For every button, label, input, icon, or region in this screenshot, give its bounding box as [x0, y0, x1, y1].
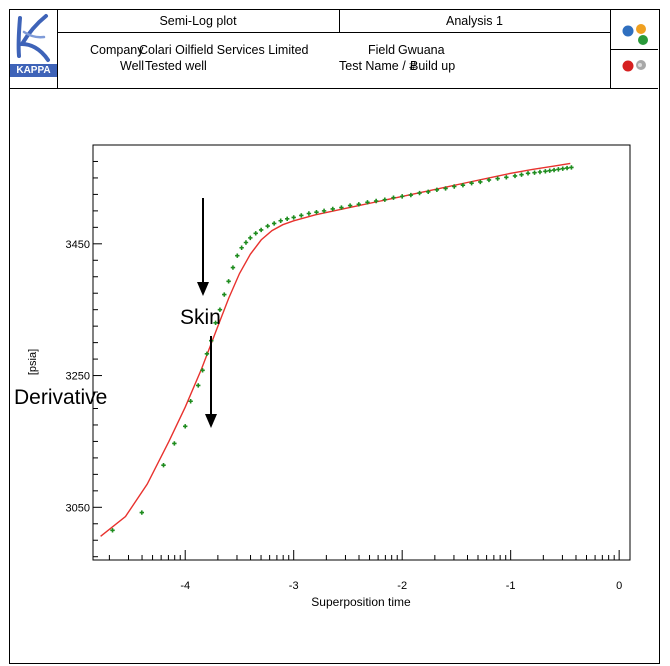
- x-tick-label: -1: [506, 580, 516, 592]
- data-point: [443, 186, 448, 191]
- x-axis-ticks: -4 -3 -2 -1 0: [108, 550, 622, 592]
- x-axis-label: Superposition time: [311, 595, 411, 609]
- model-line: [100, 162, 571, 537]
- data-point: [537, 169, 543, 175]
- data-point: [161, 462, 166, 468]
- test-value: Build up: [410, 59, 456, 73]
- data-point: [200, 368, 205, 373]
- model-line-series: [100, 162, 571, 537]
- y-axis-label: [psia]: [27, 349, 39, 375]
- data-point: [188, 399, 193, 404]
- data-point: [452, 184, 457, 189]
- data-point: [235, 253, 240, 258]
- data-point: [278, 218, 283, 223]
- data-point: [339, 205, 344, 210]
- data-point: [265, 223, 270, 229]
- analysis-name: Analysis 1: [446, 14, 503, 28]
- kappa-logo-icon: [16, 14, 50, 62]
- data-point: [551, 167, 557, 173]
- data-point: [253, 231, 258, 236]
- data-point: [556, 167, 561, 172]
- data-point: [504, 175, 509, 180]
- annotation-derivative: Derivative: [14, 386, 108, 409]
- data-point-series: [110, 165, 574, 533]
- data-point: [486, 177, 492, 183]
- data-point: [284, 216, 290, 221]
- data-point: [391, 195, 396, 200]
- field-value: Gwuana: [398, 43, 445, 57]
- data-point: [408, 192, 414, 198]
- data-point: [299, 213, 304, 218]
- data-point: [417, 190, 422, 196]
- data-point: [226, 279, 231, 284]
- data-point: [525, 171, 531, 176]
- data-point: [373, 198, 379, 204]
- data-point: [426, 189, 431, 194]
- data-point: [399, 194, 405, 199]
- annotation-skin: Skin: [180, 306, 221, 329]
- report-header: KAPPA Semi-Log plot Analysis 1 Company C…: [10, 10, 658, 89]
- y-axis-ticks: 3050 3250 3450: [66, 144, 102, 558]
- data-point: [306, 211, 312, 216]
- report-frame: KAPPA Semi-Log plot Analysis 1 Company C…: [9, 9, 660, 664]
- data-point: [382, 197, 388, 202]
- kappa-logo: KAPPA: [10, 10, 57, 88]
- data-point: [183, 424, 188, 429]
- data-point: [543, 169, 548, 174]
- y-tick-label: 3450: [66, 239, 90, 251]
- data-point: [213, 320, 218, 326]
- x-tick-label: -2: [397, 580, 407, 592]
- data-point: [217, 307, 223, 312]
- plot-title: Semi-Log plot: [159, 14, 237, 28]
- data-point: [139, 510, 145, 515]
- data-point: [314, 209, 319, 215]
- data-point: [239, 245, 244, 250]
- test-label: Test Name / #: [339, 59, 417, 73]
- data-point: [478, 179, 483, 185]
- data-point: [564, 165, 570, 171]
- x-tick-label: -3: [289, 580, 299, 592]
- data-point: [321, 208, 327, 214]
- well-value: Tested well: [145, 59, 207, 73]
- data-point: [172, 441, 177, 446]
- data-point: [569, 165, 574, 170]
- data-point: [469, 181, 474, 186]
- brand-balls-icon: [622, 24, 648, 72]
- data-point: [222, 292, 227, 297]
- data-point: [434, 187, 440, 192]
- annotation-arrowhead-down: [197, 282, 209, 296]
- data-point: [196, 383, 201, 388]
- company-value: Colari Oilfield Services Limited: [139, 43, 309, 57]
- data-point: [519, 172, 524, 177]
- y-tick-label: 3050: [66, 502, 90, 514]
- y-tick-label: 3250: [66, 371, 90, 383]
- data-point: [560, 166, 565, 171]
- kappa-logo-text: KAPPA: [10, 64, 57, 77]
- data-point: [291, 215, 296, 220]
- data-point: [110, 528, 115, 533]
- data-point: [356, 202, 361, 207]
- x-tick-label: -4: [180, 580, 190, 592]
- data-point: [460, 182, 466, 188]
- data-point: [271, 221, 277, 226]
- data-point: [532, 170, 537, 175]
- data-point: [330, 206, 335, 212]
- data-point: [258, 227, 264, 233]
- data-point: [243, 240, 249, 245]
- annotation-arrowhead-skin: [205, 414, 217, 428]
- x-tick-label: 0: [616, 580, 622, 592]
- company-label: Company: [90, 43, 144, 57]
- data-point: [347, 203, 353, 208]
- data-point: [547, 168, 552, 173]
- data-point: [230, 265, 236, 270]
- data-point: [365, 200, 370, 205]
- data-point: [512, 173, 518, 179]
- data-point: [204, 351, 210, 357]
- plot-box: [92, 144, 631, 561]
- data-point: [495, 176, 500, 181]
- field-label: Field: [368, 43, 396, 57]
- well-label: Well: [120, 59, 145, 73]
- data-point: [248, 235, 253, 241]
